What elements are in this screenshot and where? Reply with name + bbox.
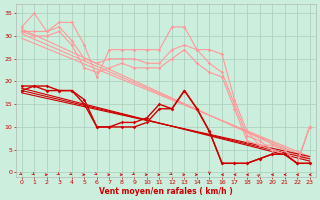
X-axis label: Vent moyen/en rafales ( km/h ): Vent moyen/en rafales ( km/h ) bbox=[99, 187, 233, 196]
